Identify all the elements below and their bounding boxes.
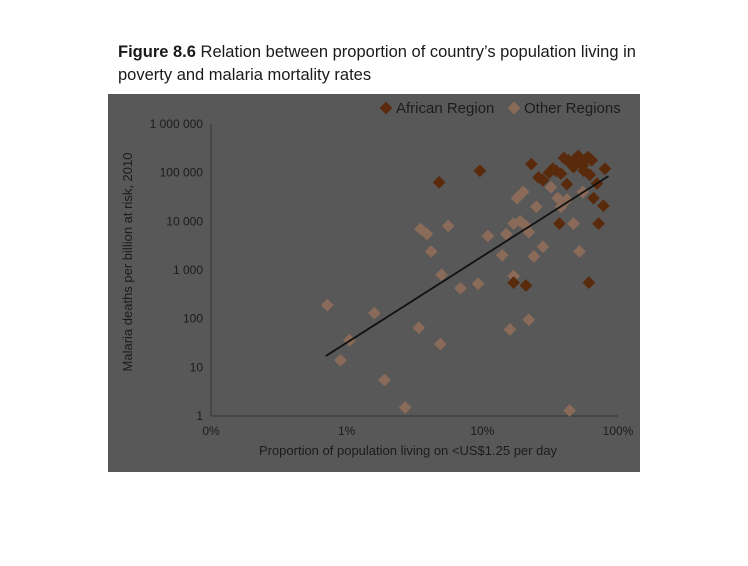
data-point-other-regions <box>495 248 509 262</box>
y-axis-title: Malaria deaths per billion at risk, 2010 <box>120 153 135 372</box>
data-point-african-region <box>525 157 538 171</box>
data-point-other-regions <box>503 323 517 336</box>
data-point-other-regions <box>454 281 467 295</box>
x-tick-label: 100% <box>603 424 634 438</box>
data-point-other-regions <box>398 401 412 414</box>
data-point-other-regions <box>567 217 580 230</box>
data-point-african-region <box>507 276 520 289</box>
data-point-african-region <box>582 276 596 289</box>
figure-caption: Relation between proportion of country’s… <box>118 43 636 84</box>
x-tick-label: 10% <box>470 424 494 438</box>
data-point-other-regions <box>499 227 513 241</box>
data-point-other-regions <box>563 404 576 417</box>
data-point-other-regions <box>522 313 536 327</box>
data-point-african-region <box>598 162 612 176</box>
figure-label: Figure 8.6 <box>118 43 196 61</box>
data-point-other-regions <box>412 321 426 335</box>
y-tick-labels: 1 10 100 1 000 10 000 100 000 1 000 000 <box>150 117 204 423</box>
x-axis-title: Proportion of population living on <US$1… <box>259 443 558 458</box>
data-point-other-regions <box>368 306 381 320</box>
data-point-other-regions <box>435 268 448 282</box>
data-point-african-region <box>553 217 566 230</box>
data-point-other-regions <box>424 245 438 258</box>
y-tick-label: 1 <box>196 409 203 423</box>
legend-marker-other-regions <box>507 101 521 115</box>
y-tick-label: 10 000 <box>166 214 203 228</box>
data-point-other-regions <box>433 337 447 351</box>
data-point-african-region <box>519 279 533 292</box>
data-point-other-regions <box>536 240 550 254</box>
data-point-other-regions <box>471 277 485 291</box>
figure-panel <box>108 36 640 472</box>
data-point-african-region <box>473 164 487 178</box>
data-point-african-region <box>597 199 610 213</box>
figure-title: Figure 8.6 Relation between proportion o… <box>108 36 640 94</box>
trend-line <box>325 175 609 357</box>
data-point-other-regions <box>441 219 455 233</box>
data-point-african-region <box>432 176 446 189</box>
data-point-other-regions <box>320 298 334 312</box>
data-points <box>320 149 612 417</box>
legend-marker-african-region <box>379 101 393 115</box>
y-tick-label: 1 000 000 <box>150 117 204 131</box>
data-point-other-regions <box>334 353 347 367</box>
data-point-other-regions <box>420 227 434 241</box>
data-point-other-regions <box>527 250 541 263</box>
data-point-african-region <box>592 217 605 230</box>
legend-label-other-regions: Other Regions <box>524 100 621 117</box>
x-tick-labels: 0% 1% 10% 100% <box>202 424 633 438</box>
y-tick-label: 100 000 <box>160 166 204 180</box>
y-tick-label: 1 000 <box>173 263 203 277</box>
y-tick-label: 10 <box>190 360 204 374</box>
data-point-other-regions <box>378 373 391 387</box>
data-point-african-region <box>587 191 600 205</box>
x-tick-label: 0% <box>202 424 220 438</box>
data-point-other-regions <box>529 200 543 214</box>
data-point-other-regions <box>481 229 495 243</box>
data-point-african-region <box>560 177 574 191</box>
x-tick-label: 1% <box>338 424 356 438</box>
data-point-other-regions <box>573 245 586 258</box>
legend: African Region Other Regions <box>379 100 621 117</box>
legend-label-african-region: African Region <box>396 100 494 117</box>
y-tick-label: 100 <box>183 312 203 326</box>
